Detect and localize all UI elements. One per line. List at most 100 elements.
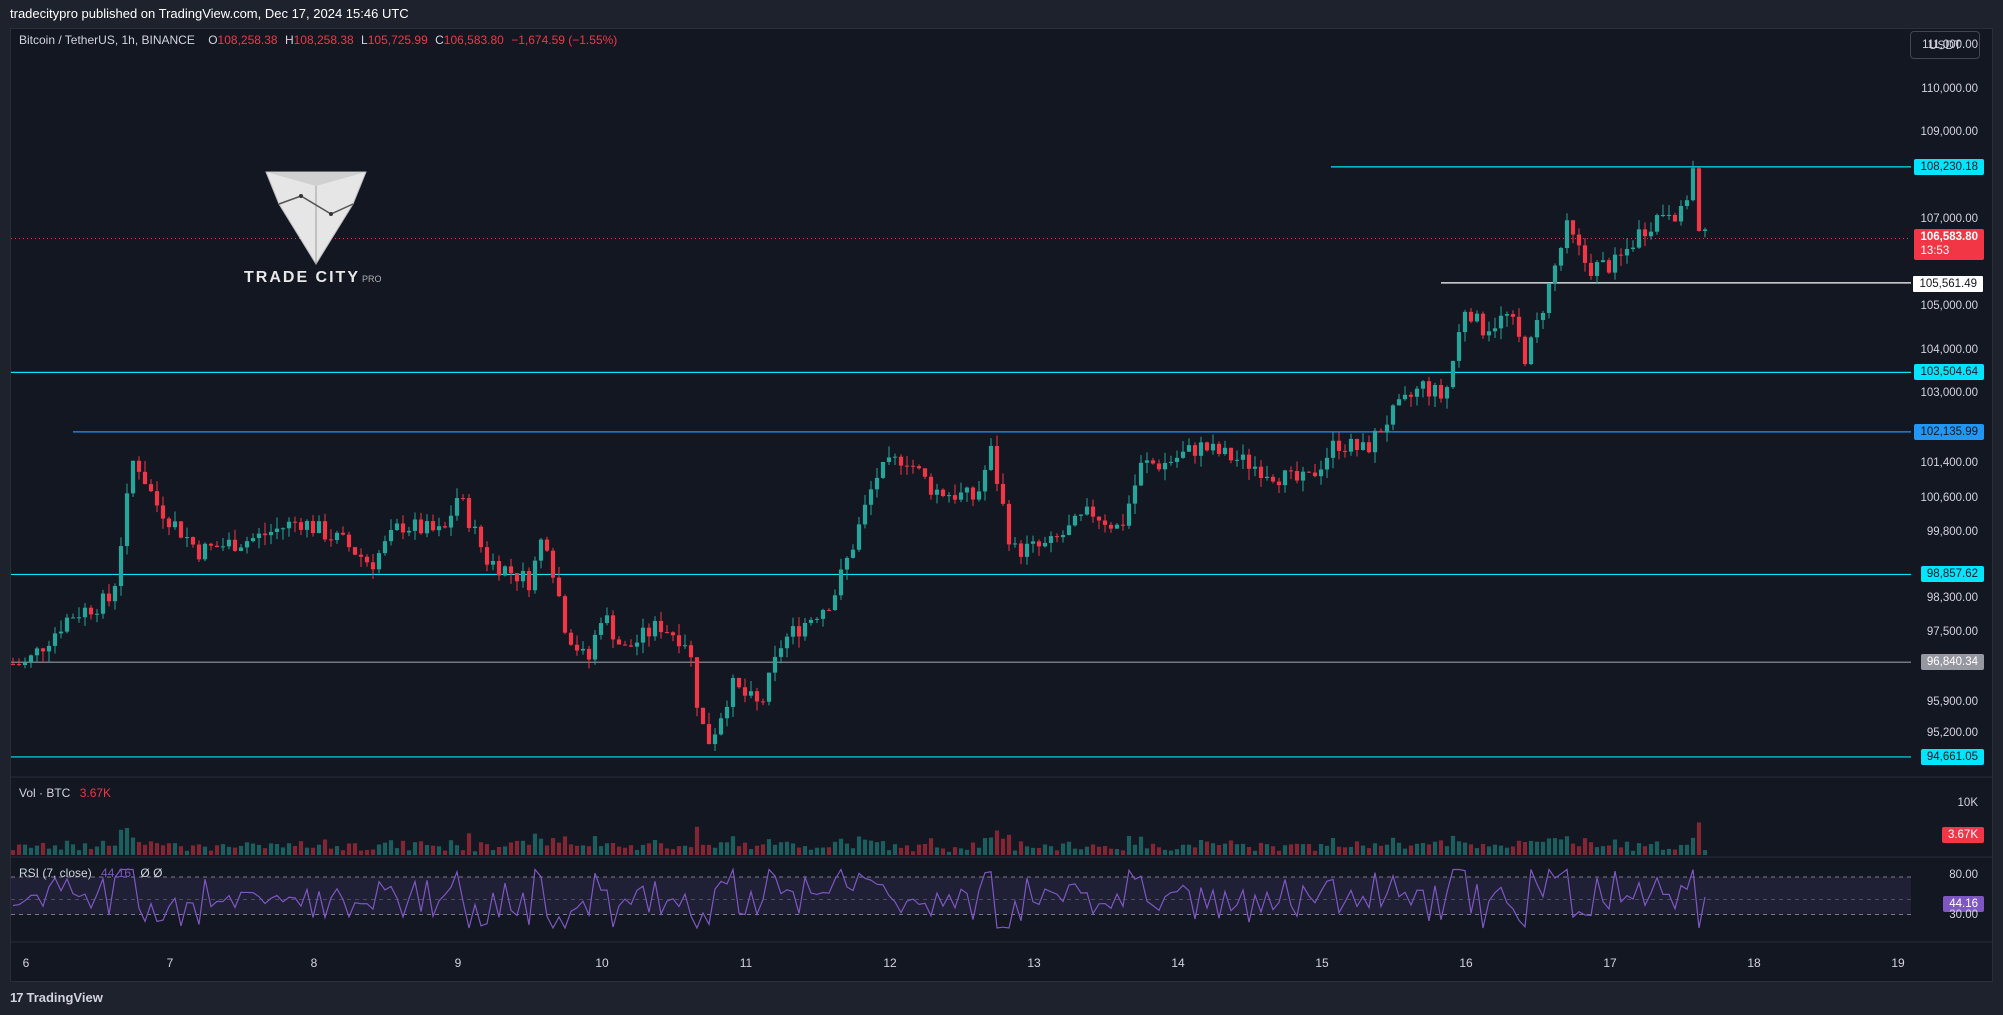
volume-bar xyxy=(706,844,712,855)
tradingview-logo[interactable]: 17 TradingView xyxy=(10,990,103,1005)
rsi-legend[interactable]: RSI (7, close) 44.16 Ø Ø xyxy=(19,866,163,880)
candle-body xyxy=(11,663,16,665)
volume-bar xyxy=(1252,850,1258,855)
candle-body xyxy=(994,445,1000,484)
volume-bar xyxy=(1384,844,1390,855)
volume-bar xyxy=(628,845,634,855)
volume-bar xyxy=(856,836,862,855)
candle-body xyxy=(304,521,310,530)
volume-bar xyxy=(1066,841,1072,855)
volume-bar xyxy=(154,843,160,855)
open-value: 108,258.38 xyxy=(217,33,278,47)
time-tick: 14 xyxy=(1171,956,1185,970)
candle-body xyxy=(1270,476,1276,482)
volume-legend[interactable]: Vol · BTC 3.67K xyxy=(19,786,112,800)
candle-body xyxy=(538,539,544,561)
volume-bar xyxy=(616,846,622,855)
volume-bar xyxy=(262,848,268,855)
candle-body xyxy=(622,644,628,646)
candle-body xyxy=(1396,399,1402,406)
volume-bar xyxy=(1144,848,1150,855)
volume-bar xyxy=(382,842,388,855)
candle-body xyxy=(166,518,172,528)
candle-body xyxy=(1246,454,1252,469)
candle-body xyxy=(742,687,748,696)
candle-body xyxy=(658,620,664,633)
candle-body xyxy=(502,566,508,576)
volume-bar xyxy=(1276,850,1282,855)
candle-body xyxy=(1324,457,1330,470)
volume-bar xyxy=(1000,838,1006,855)
candle-body xyxy=(316,521,322,534)
symbol-name[interactable]: Bitcoin / TetherUS, 1h, BINANCE xyxy=(19,33,195,47)
candle-body xyxy=(760,701,766,703)
volume-bar xyxy=(1510,846,1516,855)
candle-body xyxy=(814,618,820,620)
candle-body xyxy=(1162,462,1168,470)
candle-body xyxy=(280,528,286,530)
candle-body xyxy=(664,632,670,634)
candle-body xyxy=(1702,229,1708,231)
volume-bar xyxy=(1582,838,1588,855)
volume-bar xyxy=(28,847,34,855)
volume-bar xyxy=(796,847,802,855)
volume-bar xyxy=(400,840,406,855)
volume-bar xyxy=(622,847,628,855)
candle-body xyxy=(694,657,700,708)
volume-bar xyxy=(1204,841,1210,855)
candle-body xyxy=(580,648,586,651)
candle-body xyxy=(1546,283,1552,313)
volume-bar xyxy=(130,837,136,855)
volume-bar xyxy=(958,848,964,855)
candle-body xyxy=(1432,384,1438,397)
volume-bar xyxy=(1594,847,1600,855)
candle-body xyxy=(1420,381,1426,389)
candle-body xyxy=(1336,440,1342,451)
trade-city-logo xyxy=(241,164,391,294)
volume-bar xyxy=(586,846,592,855)
volume-bar xyxy=(892,844,898,855)
volume-bar xyxy=(1678,844,1684,855)
candle-body xyxy=(1294,471,1300,481)
volume-bar xyxy=(430,845,436,855)
chart-frame[interactable]: TRADE CITY PRO Bitcoin / TetherUS, 1h, BI… xyxy=(10,28,1993,982)
candle-body xyxy=(1444,387,1450,399)
candle-body xyxy=(1120,524,1126,526)
price-tick: 104,000.00 xyxy=(1920,343,1978,356)
candle-body xyxy=(976,491,982,500)
candle-body xyxy=(1024,543,1030,557)
candle-body xyxy=(196,544,202,560)
volume-value: 3.67K xyxy=(79,786,112,800)
volume-bar xyxy=(1366,848,1372,855)
volume-bar xyxy=(472,851,478,855)
volume-bar xyxy=(340,850,346,855)
volume-bar xyxy=(280,847,286,855)
volume-bar xyxy=(1558,839,1564,855)
candle-body xyxy=(802,622,808,637)
volume-bar xyxy=(214,845,220,855)
trade-city-logo-text: TRADE CITY PRO xyxy=(244,269,382,286)
candle-body xyxy=(1108,524,1114,529)
symbol-legend[interactable]: Bitcoin / TetherUS, 1h, BINANCE O108,258… xyxy=(19,33,618,47)
candle-body xyxy=(1390,405,1396,425)
candle-body xyxy=(964,487,970,493)
currency-unit-button[interactable]: USDT xyxy=(1910,31,1980,59)
volume-bar xyxy=(148,841,154,855)
chart-canvas[interactable] xyxy=(11,29,1993,982)
candle-body xyxy=(1570,220,1576,235)
volume-bar xyxy=(1162,849,1168,855)
candle-body xyxy=(496,560,502,576)
candle-body xyxy=(484,547,490,565)
candle-body xyxy=(64,617,70,632)
candle-body xyxy=(1468,311,1474,322)
candle-body xyxy=(454,498,460,516)
volume-bar xyxy=(736,846,742,855)
volume-bar xyxy=(814,847,820,855)
publisher-header: tradecitypro published on TradingView.co… xyxy=(0,0,2003,28)
volume-bar xyxy=(490,850,496,855)
candle-body xyxy=(1684,200,1690,206)
volume-bar xyxy=(1630,850,1636,855)
volume-current-label: 3.67K xyxy=(1941,827,1984,843)
candle-body xyxy=(1660,214,1666,216)
volume-bar xyxy=(664,848,670,855)
